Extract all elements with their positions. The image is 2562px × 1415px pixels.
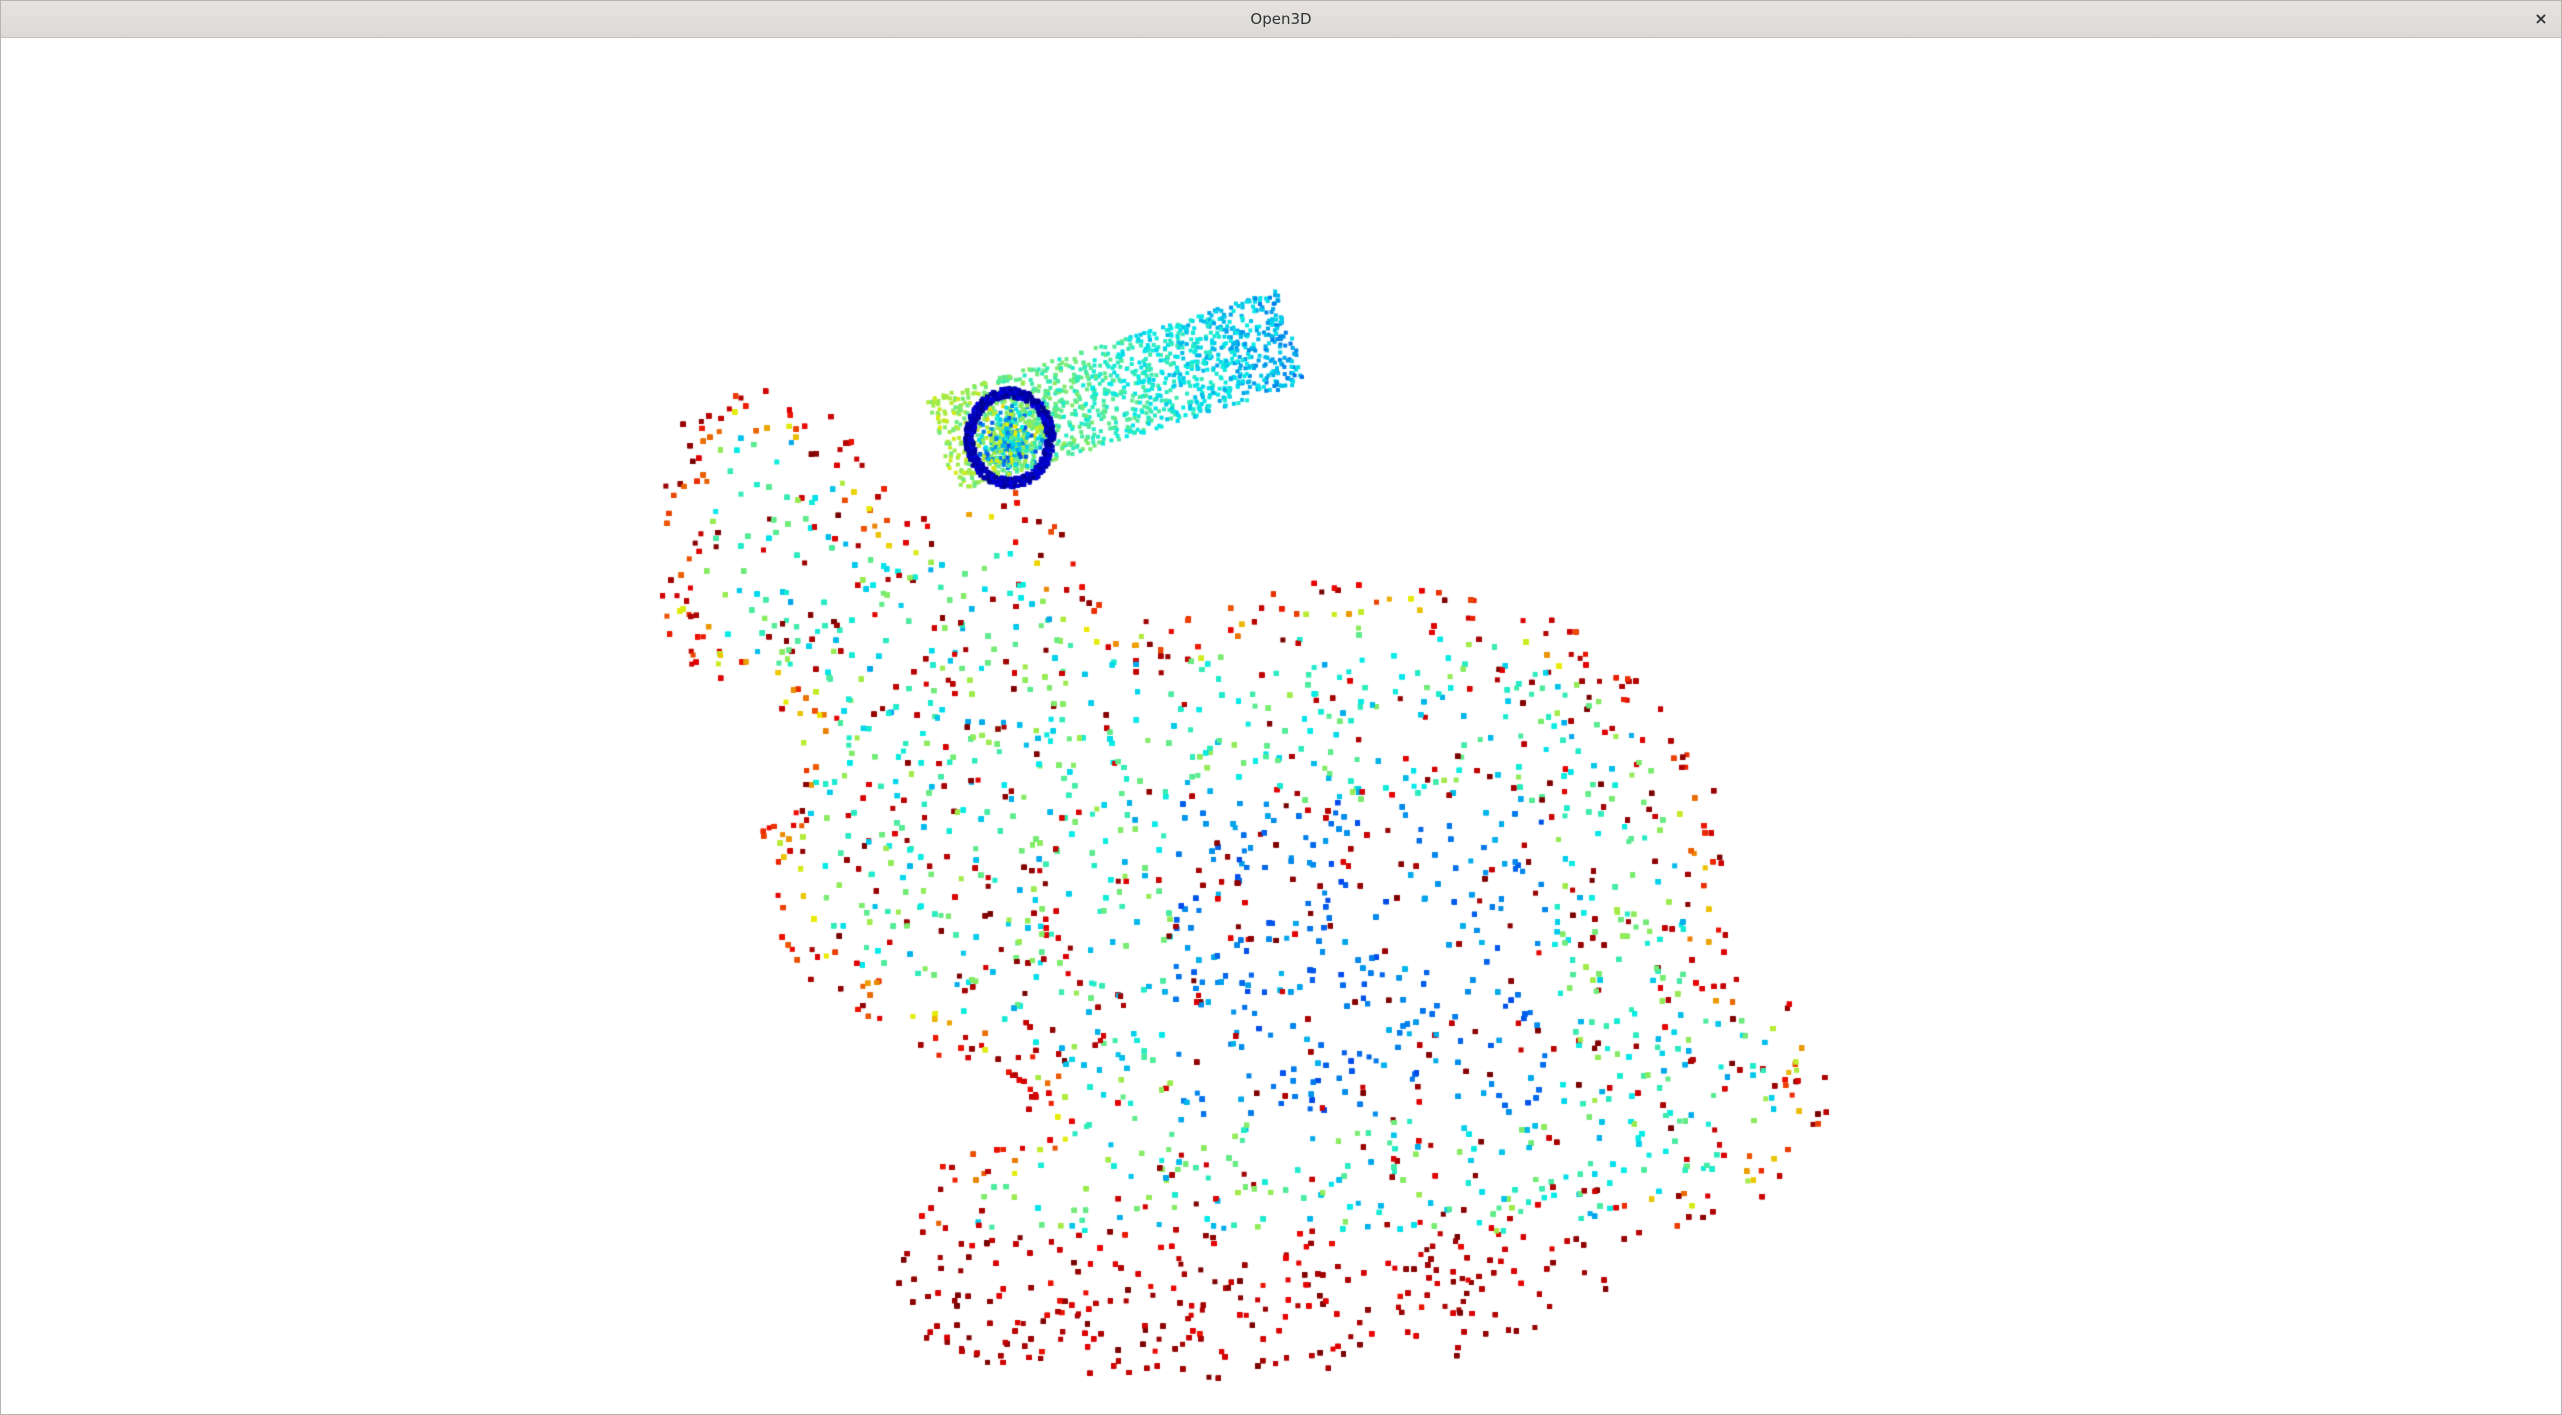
3d-viewport[interactable] xyxy=(2,38,2561,1414)
title-bar[interactable]: Open3D × xyxy=(1,1,2561,38)
close-icon[interactable]: × xyxy=(2534,9,2548,28)
window-title: Open3D xyxy=(1250,10,1312,28)
point-cloud-canvas[interactable] xyxy=(2,38,2561,1414)
